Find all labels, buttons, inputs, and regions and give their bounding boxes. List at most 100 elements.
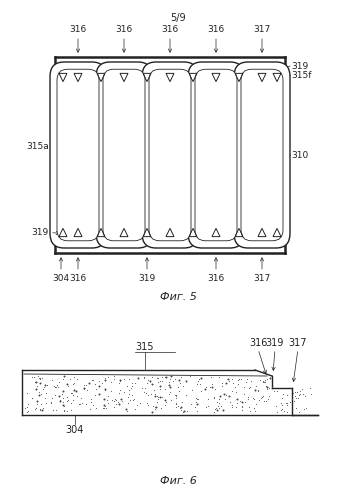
Point — [102, 385, 108, 393]
Point — [156, 395, 161, 403]
Point — [183, 391, 188, 399]
Text: 315d: 315d — [205, 140, 227, 149]
Point — [237, 398, 242, 406]
Point — [60, 375, 66, 383]
Point — [198, 388, 203, 396]
Point — [162, 374, 168, 382]
Point — [31, 372, 37, 380]
Point — [37, 380, 42, 388]
Point — [111, 372, 117, 380]
Point — [179, 398, 185, 406]
Point — [295, 394, 300, 402]
Point — [123, 405, 129, 413]
FancyBboxPatch shape — [234, 62, 290, 248]
Point — [211, 408, 217, 416]
Point — [84, 386, 90, 394]
Point — [114, 400, 119, 408]
Point — [42, 382, 48, 390]
Point — [102, 386, 108, 394]
Point — [253, 400, 258, 408]
Point — [197, 380, 203, 388]
Text: 315e: 315e — [251, 166, 273, 175]
Point — [246, 403, 252, 411]
Point — [144, 379, 150, 387]
Point — [209, 383, 215, 391]
Point — [212, 384, 218, 392]
Point — [78, 400, 83, 407]
Point — [289, 395, 295, 403]
Point — [32, 405, 37, 413]
Point — [238, 374, 244, 382]
Point — [116, 400, 122, 408]
Point — [300, 390, 306, 398]
Point — [217, 392, 223, 400]
Point — [194, 400, 199, 407]
Point — [84, 400, 89, 407]
Point — [71, 374, 77, 382]
Point — [177, 404, 183, 412]
Point — [205, 402, 211, 410]
Point — [61, 402, 67, 410]
Point — [297, 390, 303, 398]
Point — [93, 386, 99, 394]
Point — [214, 398, 219, 406]
Point — [49, 394, 54, 402]
Point — [246, 393, 251, 401]
Point — [126, 390, 132, 398]
Point — [33, 378, 39, 386]
Point — [44, 382, 50, 390]
Point — [167, 378, 172, 386]
Point — [50, 406, 56, 414]
Point — [155, 394, 161, 402]
Point — [25, 402, 30, 410]
Point — [60, 387, 66, 395]
Point — [259, 393, 265, 401]
Point — [203, 383, 209, 391]
Point — [90, 401, 95, 409]
Point — [69, 406, 74, 413]
Point — [39, 400, 44, 408]
Point — [264, 375, 269, 383]
Point — [118, 394, 124, 402]
Point — [61, 408, 67, 416]
Point — [81, 385, 87, 393]
Text: 316: 316 — [208, 25, 225, 34]
Point — [194, 380, 199, 388]
Point — [76, 400, 82, 408]
Point — [74, 374, 80, 382]
Point — [168, 388, 173, 396]
Text: 310: 310 — [291, 150, 308, 160]
Point — [244, 378, 249, 386]
Point — [139, 384, 145, 392]
Point — [293, 388, 298, 396]
Point — [42, 394, 48, 402]
Point — [215, 402, 220, 409]
Point — [150, 408, 155, 416]
Point — [25, 400, 30, 407]
Point — [189, 386, 195, 394]
Point — [183, 378, 189, 386]
Text: 315b: 315b — [113, 166, 135, 175]
Point — [222, 396, 228, 404]
Point — [60, 394, 66, 402]
Point — [89, 398, 94, 406]
Point — [116, 398, 121, 406]
Point — [252, 386, 257, 394]
Point — [132, 405, 138, 413]
Point — [178, 372, 184, 380]
Point — [162, 396, 168, 404]
Point — [38, 390, 44, 398]
Point — [153, 403, 159, 411]
Point — [153, 392, 158, 400]
Point — [196, 375, 201, 383]
Point — [67, 375, 73, 383]
FancyBboxPatch shape — [96, 62, 152, 248]
Point — [293, 404, 299, 411]
Text: 317: 317 — [253, 25, 271, 34]
Point — [59, 390, 65, 398]
Point — [260, 392, 266, 400]
Point — [25, 406, 31, 414]
Text: 5/9: 5/9 — [170, 14, 186, 24]
Point — [216, 404, 221, 411]
Point — [173, 400, 179, 408]
